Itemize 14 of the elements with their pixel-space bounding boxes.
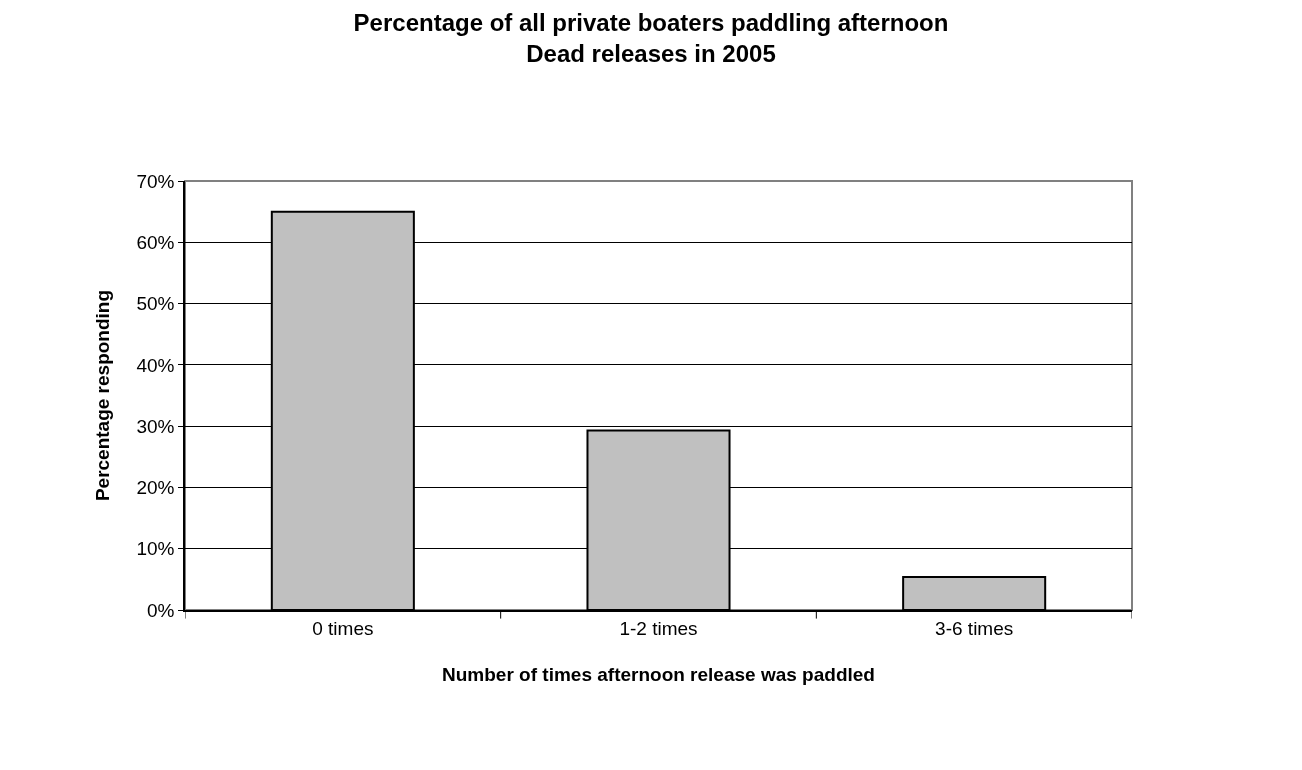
y-tick-label: 0% <box>146 599 175 621</box>
y-tick-label: 20% <box>136 477 175 499</box>
y-tick-label: 40% <box>136 354 175 376</box>
chart-title: Percentage of all private boaters paddling afternoon Dead releases in 2005 <box>353 8 949 67</box>
x-tick-label: 0 times <box>312 617 374 639</box>
y-tick-label: 10% <box>136 538 175 560</box>
x-tick-label: 3-6 times <box>935 617 1014 639</box>
y-tick-label: 30% <box>136 415 175 437</box>
y-tick-label: 70% <box>136 170 175 192</box>
y-axis-title: Percentage responding <box>91 289 113 502</box>
y-tick-label: 60% <box>136 231 175 253</box>
x-axis-title: Number of times afternoon release was paddled <box>442 663 875 685</box>
x-tick-label: 1-2 times <box>619 617 698 639</box>
y-tick-label: 50% <box>136 293 175 315</box>
